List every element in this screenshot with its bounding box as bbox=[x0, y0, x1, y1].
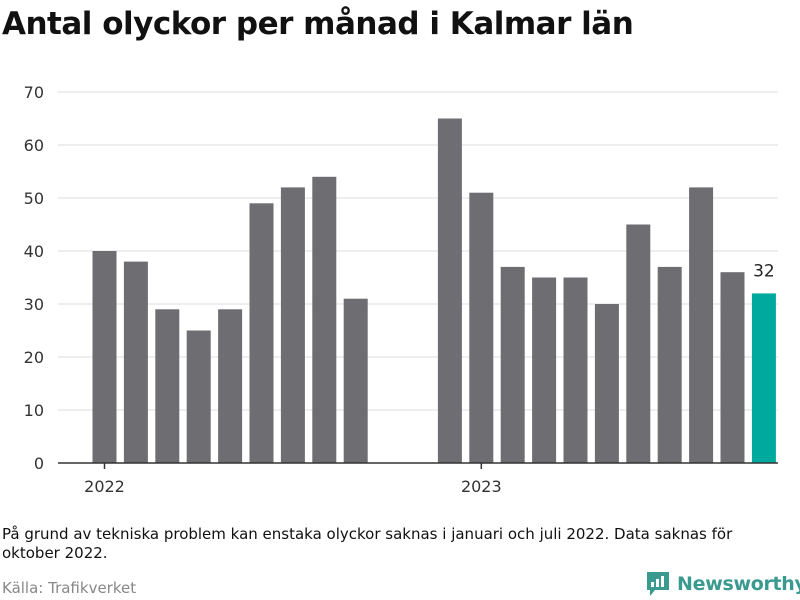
bar-2022-02 bbox=[123, 261, 148, 463]
bar-2022-05 bbox=[218, 309, 243, 463]
y-tick-label: 20 bbox=[24, 348, 44, 367]
bar-2023-10 bbox=[751, 293, 776, 463]
x-tick-label: 2023 bbox=[461, 477, 502, 496]
newsworthy-logo-icon bbox=[647, 572, 669, 596]
bar-2022-12 bbox=[437, 118, 462, 463]
bar-2023-05 bbox=[594, 304, 619, 463]
bar-2023-09 bbox=[720, 272, 745, 463]
bar-2023-08 bbox=[689, 187, 714, 463]
bar-2022-07 bbox=[280, 187, 305, 463]
y-tick-label: 0 bbox=[34, 454, 44, 473]
bar-chart: 0 10 20 30 40 50 60 70 2022 2023 32 bbox=[24, 83, 778, 496]
data-labels: 32 bbox=[753, 261, 775, 281]
y-tick-label: 70 bbox=[24, 83, 44, 102]
x-axis-ticks: 2022 2023 bbox=[84, 463, 502, 496]
y-tick-label: 10 bbox=[24, 401, 44, 420]
bar-2023-03 bbox=[532, 277, 557, 463]
source-text: Källa: Trafikverket bbox=[2, 579, 137, 597]
bar-2023-06 bbox=[626, 224, 651, 463]
y-tick-label: 50 bbox=[24, 189, 44, 208]
y-tick-label: 30 bbox=[24, 295, 44, 314]
bar-2023-04 bbox=[563, 277, 588, 463]
bar-2022-01 bbox=[92, 251, 117, 463]
newsworthy-logo: Newsworthy bbox=[645, 569, 800, 599]
chart-title: Antal olyckor per månad i Kalmar län bbox=[2, 6, 634, 42]
y-tick-label: 60 bbox=[24, 136, 44, 155]
bar-2022-08 bbox=[312, 176, 337, 464]
bar-2022-06 bbox=[249, 203, 274, 464]
x-tick-label: 2022 bbox=[84, 477, 125, 496]
chart-note: På grund av tekniska problem kan enstaka… bbox=[2, 525, 733, 562]
data-label: 32 bbox=[753, 261, 775, 281]
y-tick-label: 40 bbox=[24, 242, 44, 261]
bar-2022-03 bbox=[155, 309, 180, 463]
y-axis-tick-labels: 0 10 20 30 40 50 60 70 bbox=[24, 83, 44, 473]
bar-2023-07 bbox=[657, 266, 682, 463]
bars bbox=[92, 118, 776, 464]
bar-2022-09 bbox=[343, 298, 368, 463]
bar-2023-02 bbox=[500, 266, 525, 463]
bar-2023-01 bbox=[469, 192, 494, 463]
bar-2022-04 bbox=[186, 330, 211, 463]
logo-text: Newsworthy bbox=[677, 573, 800, 595]
